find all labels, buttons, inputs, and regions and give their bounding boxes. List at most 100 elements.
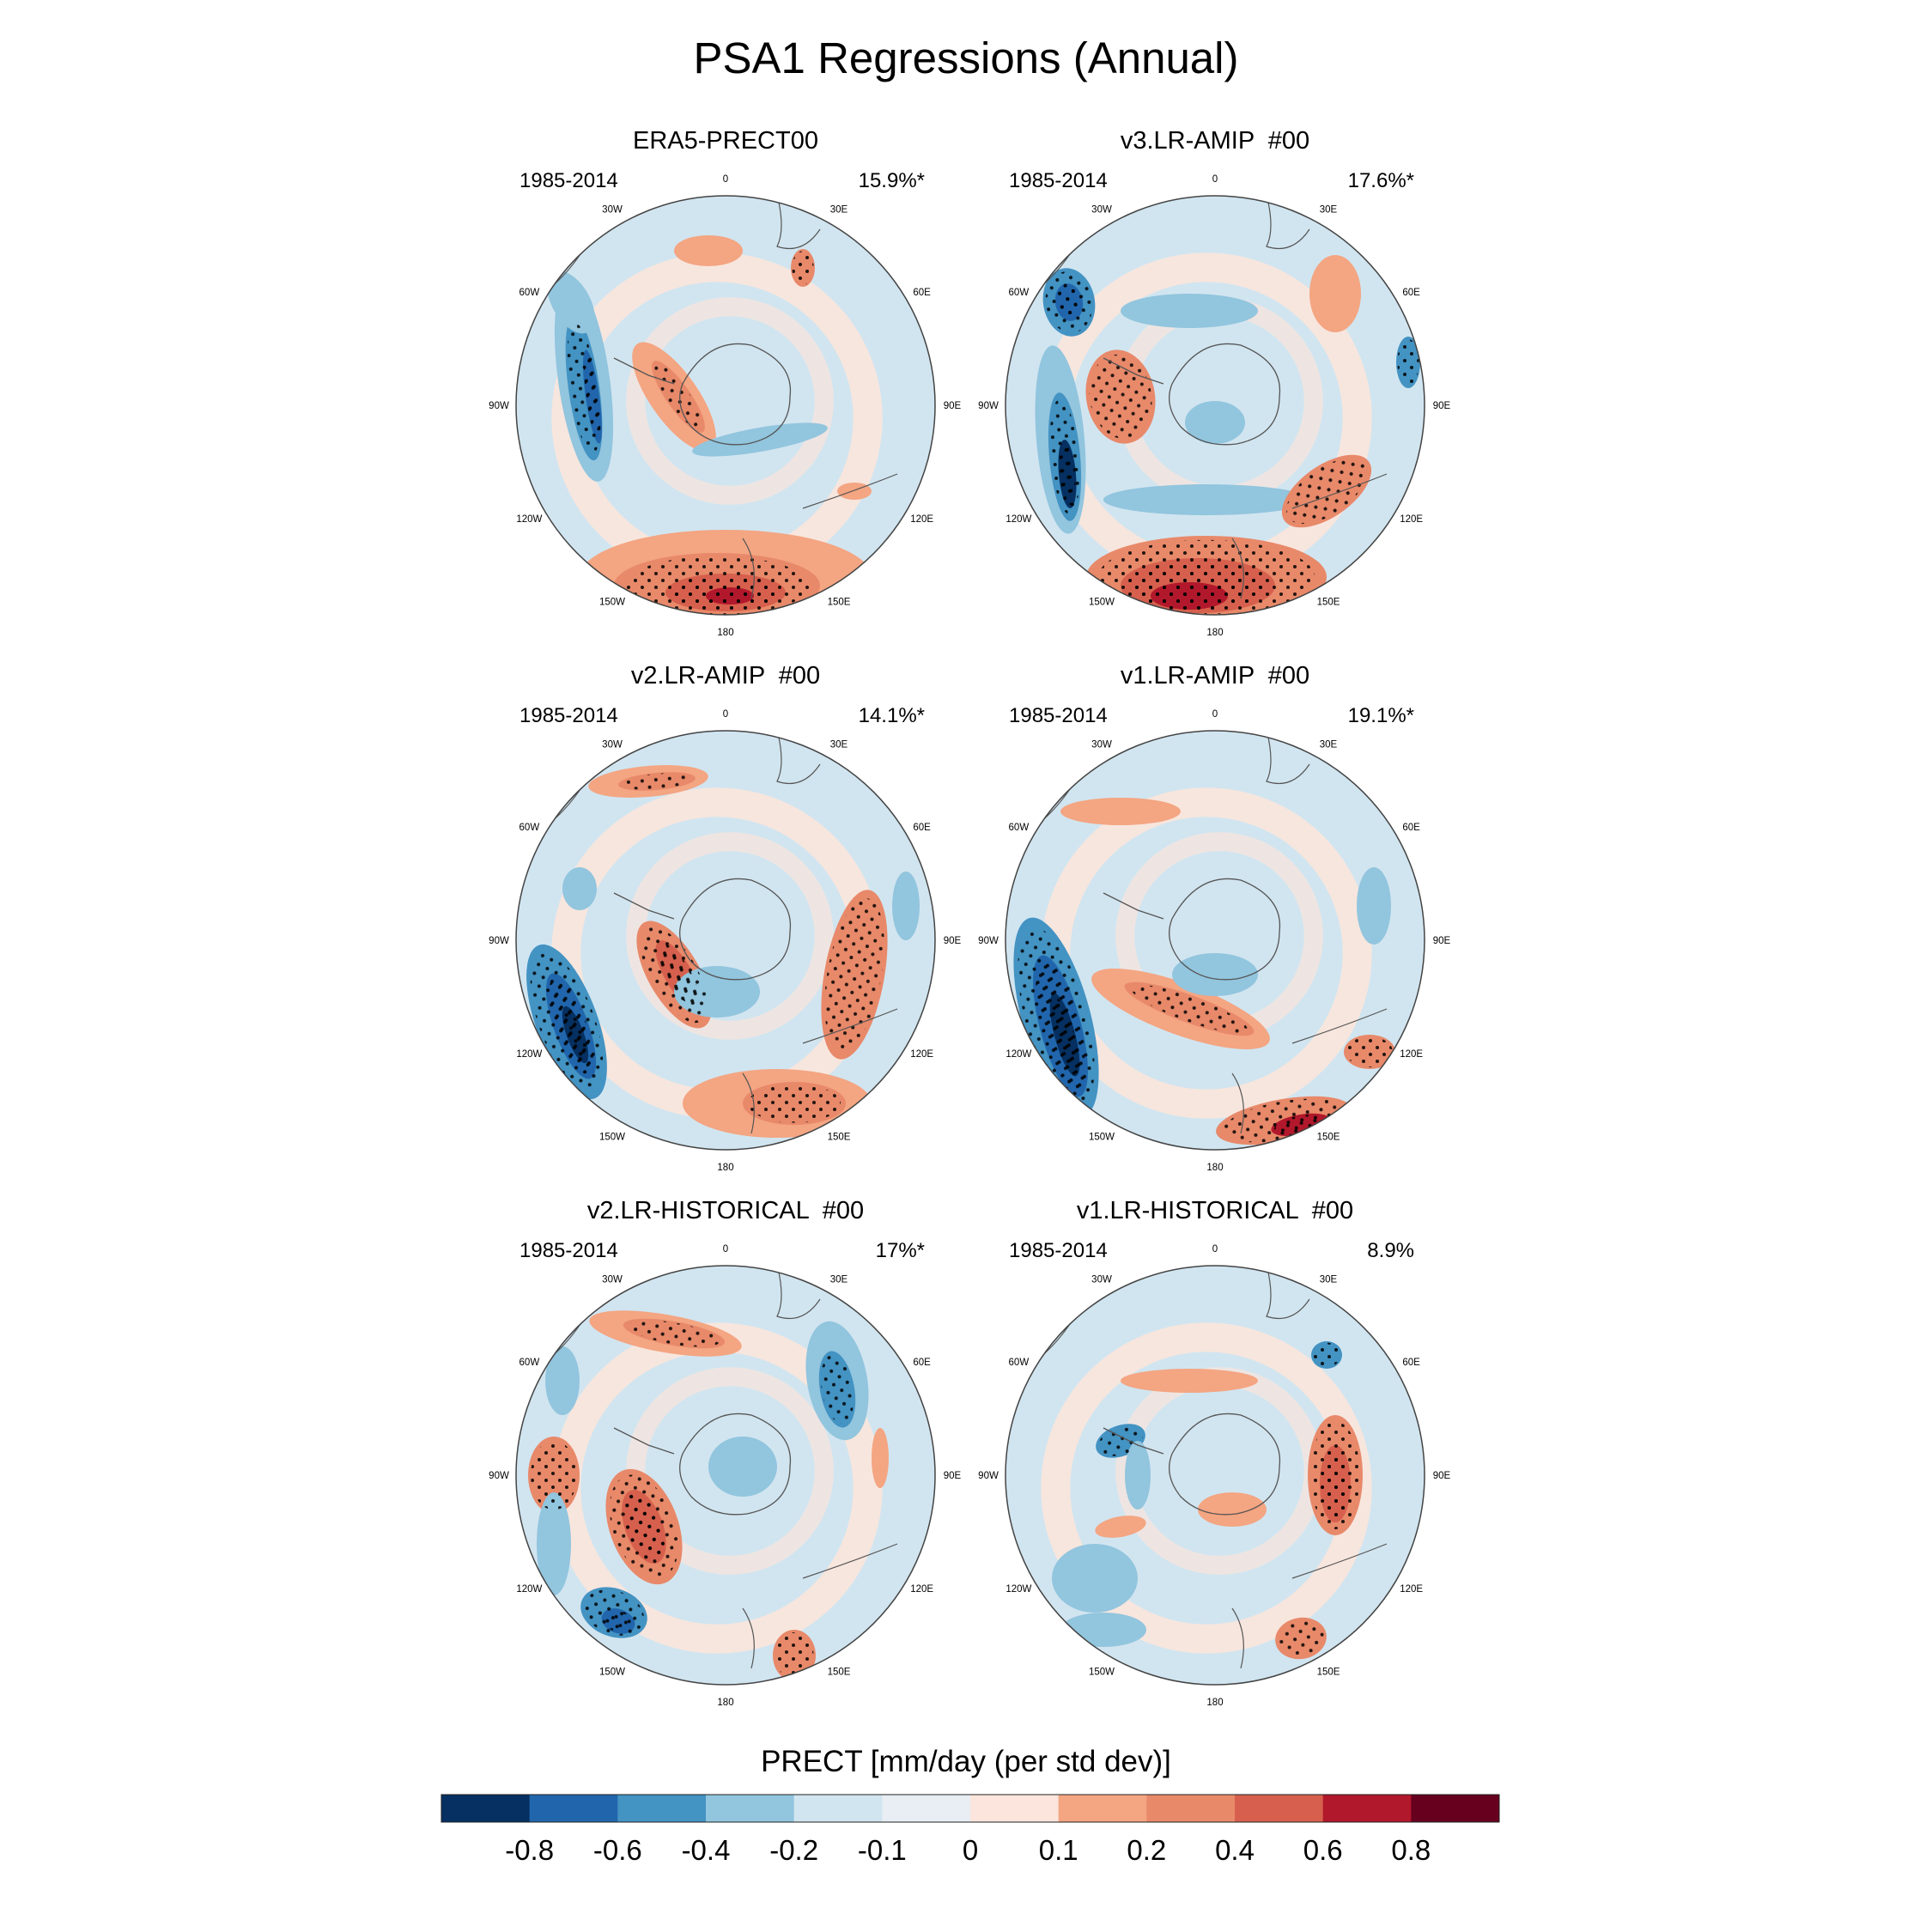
africa-coastline [1266, 731, 1310, 785]
australia-nz-coastline [1231, 1008, 1388, 1134]
map-label-lon-120w: 120W [516, 514, 542, 525]
australia-nz-coastline [742, 1543, 898, 1669]
map-label-lon-150w: 150W [1089, 598, 1115, 608]
map-border [1005, 730, 1425, 1151]
contour-region [547, 270, 595, 334]
panel-percent: 15.9%* [859, 169, 925, 192]
map-label-lon-150w: 150W [1089, 1133, 1115, 1143]
panel-years: 1985-2014 [1009, 704, 1108, 727]
map-label-lon-180: 180 [1206, 628, 1223, 638]
map-label-lon-60w: 60W [519, 823, 540, 833]
map-label-lon-120e: 120E [1400, 514, 1423, 525]
contour-region [1121, 1369, 1258, 1393]
map-label-lon-60e: 60E [1402, 288, 1420, 298]
map-label-lon-30e: 30E [1320, 1274, 1338, 1285]
contour-region [1095, 1516, 1146, 1538]
map-label-lon-30e: 30E [1320, 204, 1338, 215]
significance-stipple [623, 1493, 665, 1560]
map-label-lon-120w: 120W [1005, 1584, 1031, 1595]
significance-stipple [1059, 443, 1076, 505]
significance-stipple [1321, 1449, 1350, 1519]
map-label-lon-90e: 90E [944, 401, 962, 411]
map-label-lon-150w: 150W [1089, 1668, 1115, 1678]
significance-stipple [1312, 1342, 1341, 1368]
map-label-lon-30e: 30E [1320, 739, 1338, 750]
map-label-lon-120e: 120E [910, 514, 933, 525]
map-label-lon-180: 180 [717, 1163, 733, 1173]
map-label-lon-90e: 90E [944, 1471, 962, 1481]
significance-stipple [1278, 1619, 1324, 1657]
map-label-lon-150e: 150E [1317, 1668, 1340, 1678]
map-label-lon-90w: 90W [978, 936, 999, 946]
contour-region [692, 422, 828, 457]
significance-stipple [1051, 997, 1078, 1072]
map-label-lon-30w: 30W [602, 739, 623, 750]
map-label-lon-30e: 30E [830, 204, 848, 215]
map-label-lon-180: 180 [717, 628, 733, 638]
contour-region [892, 872, 920, 940]
map-label-lon-90w: 90W [489, 401, 509, 411]
panel-years: 1985-2014 [1009, 169, 1108, 192]
africa-coastline [1266, 196, 1310, 250]
panel-title: v1.LR-AMIP #00 [1121, 662, 1309, 690]
contour-ring [626, 832, 834, 1040]
significance-stipple [1098, 1425, 1143, 1456]
contour-region [1121, 294, 1258, 328]
significance-stipple [708, 588, 752, 604]
map-label-lon-120e: 120E [1400, 1584, 1423, 1595]
panel-title: v2.LR-AMIP #00 [631, 662, 820, 690]
panel-years: 1985-2014 [1009, 1239, 1108, 1262]
map-label-lon-120w: 120W [516, 1584, 542, 1595]
map-label-lon-60w: 60W [1009, 823, 1030, 833]
contour-region [562, 867, 597, 910]
significance-stipple [563, 1009, 587, 1060]
map-field [1005, 731, 1425, 1150]
map-label-lon-60w: 60W [1009, 1358, 1030, 1368]
panel-title: v2.LR-HISTORICAL #00 [587, 1197, 864, 1224]
map-label-lon-150e: 150E [828, 598, 851, 608]
map-label-lon-120e: 120E [910, 1049, 933, 1060]
africa-coastline [776, 196, 821, 250]
map-label-lon-0: 0 [1212, 1244, 1218, 1255]
significance-stipple [1286, 458, 1367, 525]
map-label-lon-180: 180 [1206, 1163, 1223, 1173]
panel-percent: 8.9% [1367, 1239, 1414, 1262]
map-border [1005, 195, 1425, 616]
panel-title: ERA5-PRECT00 [633, 127, 818, 155]
map-panel: v2.LR-HISTORICAL #00 1985-2014 17%* 0 30E 60E… [489, 1197, 961, 1708]
contour-ring [626, 297, 834, 505]
contour-region [1198, 1492, 1267, 1527]
contour-region [1103, 484, 1309, 515]
panel-percent: 17.6%* [1348, 169, 1414, 192]
significance-stipple [622, 773, 692, 790]
peninsula-coastline [613, 1427, 675, 1455]
map-label-lon-30w: 30W [1091, 204, 1112, 215]
panel-title: v3.LR-AMIP #00 [1121, 127, 1309, 155]
peninsula-coastline [1103, 1427, 1164, 1455]
significance-stipple [531, 1440, 577, 1510]
map-label-lon-180: 180 [1206, 1698, 1223, 1708]
map-border [515, 195, 936, 616]
africa-coastline [776, 1266, 821, 1320]
contour-region [674, 235, 743, 266]
significance-stipple [820, 1354, 854, 1425]
contour-region [545, 1346, 580, 1415]
map-label-lon-150w: 150W [599, 1133, 625, 1143]
significance-stipple [628, 1320, 720, 1347]
map-label-lon-90e: 90E [1433, 1471, 1451, 1481]
significance-stipple [1397, 339, 1419, 386]
significance-stipple [824, 898, 884, 1051]
peninsula-coastline [1103, 892, 1164, 920]
map-label-lon-30w: 30W [602, 204, 623, 215]
significance-stipple [748, 1084, 841, 1123]
peninsula-coastline [613, 357, 675, 385]
map-label-lon-60w: 60W [519, 1358, 540, 1368]
contour-region [708, 1437, 777, 1497]
africa-coastline [776, 731, 821, 785]
map-label-lon-90e: 90E [1433, 936, 1451, 946]
map-label-lon-90w: 90W [978, 1471, 999, 1481]
map-label-lon-0: 0 [723, 1244, 728, 1255]
australia-nz-coastline [1231, 473, 1388, 599]
panel-years: 1985-2014 [519, 169, 618, 192]
map-border [1005, 1265, 1425, 1686]
